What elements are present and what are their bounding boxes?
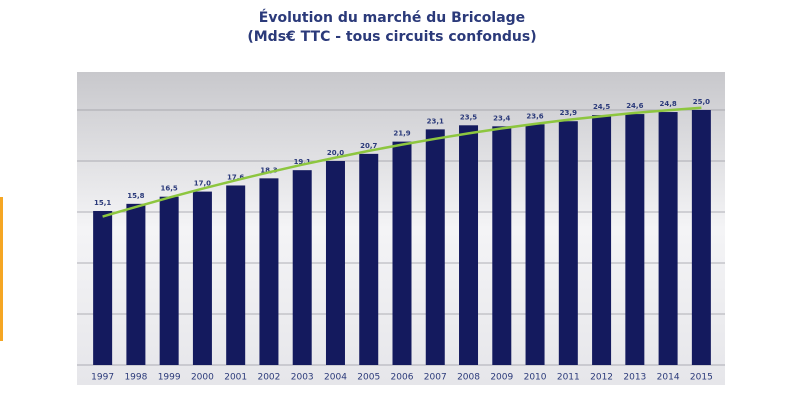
data-label: 23,6 bbox=[526, 112, 543, 120]
data-label: 17,6 bbox=[227, 173, 244, 181]
x-tick-label: 2011 bbox=[557, 373, 580, 383]
data-label: 21,9 bbox=[393, 130, 410, 138]
x-tick-label: 2015 bbox=[690, 373, 713, 383]
x-tick-label: 2003 bbox=[291, 373, 314, 383]
data-label: 15,8 bbox=[127, 192, 144, 200]
bar bbox=[226, 185, 246, 365]
data-label: 24,5 bbox=[593, 103, 610, 111]
data-label: 23,4 bbox=[493, 114, 510, 122]
chart-title: Évolution du marché du Bricolage bbox=[259, 9, 525, 26]
bar bbox=[459, 125, 479, 365]
bar bbox=[425, 129, 445, 365]
x-tick-label: 2000 bbox=[191, 373, 214, 383]
data-label: 15,1 bbox=[94, 199, 111, 207]
x-tick-label: 2014 bbox=[657, 373, 680, 383]
x-tick-label: 1997 bbox=[91, 373, 114, 383]
bar bbox=[592, 115, 612, 365]
bar bbox=[558, 121, 578, 365]
bar bbox=[159, 196, 179, 365]
data-label: 20,7 bbox=[360, 142, 377, 150]
bar bbox=[93, 210, 113, 365]
x-tick-label: 2001 bbox=[224, 373, 247, 383]
bar bbox=[192, 191, 212, 365]
bar bbox=[359, 153, 379, 365]
side-marker bbox=[0, 197, 3, 341]
data-label: 17,0 bbox=[194, 180, 211, 188]
trend-line bbox=[102, 106, 702, 218]
bar bbox=[325, 161, 345, 365]
x-tick-label: 2008 bbox=[457, 373, 480, 383]
x-tick-label: 2002 bbox=[257, 373, 280, 383]
x-tick-label: 2010 bbox=[524, 373, 547, 383]
bar bbox=[625, 114, 645, 365]
x-tick-label: 1999 bbox=[158, 373, 181, 383]
bar bbox=[525, 124, 545, 365]
bar bbox=[658, 112, 678, 365]
bar bbox=[492, 126, 512, 365]
bar bbox=[392, 141, 412, 365]
data-label: 16,5 bbox=[161, 185, 178, 193]
bar bbox=[691, 110, 711, 365]
x-tick-label: 2009 bbox=[490, 373, 513, 383]
data-label: 24,6 bbox=[626, 102, 643, 110]
chart-subtitle: (Mds€ TTC - tous circuits confondus) bbox=[247, 29, 536, 45]
x-tick-label: 2012 bbox=[590, 373, 613, 383]
bar bbox=[126, 203, 146, 365]
bar bbox=[292, 170, 312, 365]
data-label: 19,1 bbox=[294, 158, 311, 166]
data-label: 20,0 bbox=[327, 149, 344, 157]
x-tick-label: 2006 bbox=[391, 373, 414, 383]
data-label: 18,3 bbox=[260, 166, 277, 174]
data-label: 23,1 bbox=[427, 117, 444, 125]
x-tick-label: 2004 bbox=[324, 373, 347, 383]
data-label: 23,9 bbox=[560, 109, 577, 117]
x-tick-label: 2005 bbox=[357, 373, 380, 383]
data-label: 23,5 bbox=[460, 113, 477, 121]
bar bbox=[259, 178, 279, 365]
x-tick-label: 2013 bbox=[623, 373, 646, 383]
x-tick-label: 1998 bbox=[124, 373, 147, 383]
x-tick-label: 2007 bbox=[424, 373, 447, 383]
data-label: 25,0 bbox=[693, 98, 710, 106]
data-label: 24,8 bbox=[659, 100, 676, 108]
